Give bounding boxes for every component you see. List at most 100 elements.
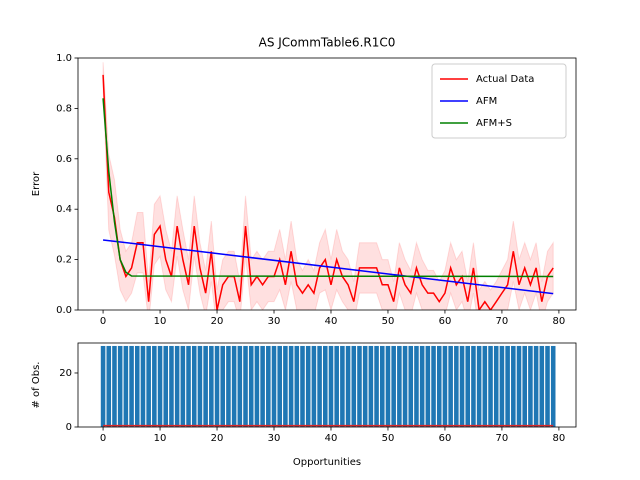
bar — [129, 345, 134, 427]
legend-label: AFM — [476, 96, 497, 107]
bar — [317, 345, 322, 427]
bar — [180, 345, 186, 427]
bar — [488, 345, 493, 427]
bar — [248, 345, 254, 427]
bar — [385, 345, 391, 427]
bar — [408, 345, 414, 427]
line — [102, 74, 554, 310]
bar — [283, 345, 288, 427]
bar — [340, 345, 345, 427]
x-tick-label: 30 — [268, 433, 281, 444]
bar — [465, 345, 471, 427]
bar — [197, 345, 203, 427]
bar — [493, 345, 499, 427]
bar — [471, 345, 476, 427]
bar — [351, 345, 357, 427]
x-tick-label: 20 — [211, 316, 224, 327]
bar — [123, 345, 129, 427]
y-tick-label: 0 — [66, 422, 72, 433]
bar — [357, 345, 362, 427]
bar — [516, 345, 522, 427]
bar — [220, 345, 226, 427]
bar — [459, 345, 465, 427]
bar — [226, 345, 231, 427]
bar — [294, 345, 300, 427]
y-tick-label: 0.6 — [56, 154, 72, 165]
bar — [533, 345, 539, 427]
bar — [243, 345, 248, 427]
bar — [436, 345, 442, 427]
bar — [288, 345, 294, 427]
bar — [528, 345, 533, 427]
bar — [112, 345, 117, 427]
line — [102, 98, 554, 278]
x-tick-label: 60 — [439, 316, 452, 327]
x-tick-label: 10 — [154, 316, 167, 327]
bar — [266, 345, 271, 427]
axes-frame — [77, 57, 577, 311]
bar — [300, 345, 305, 427]
bar — [237, 345, 243, 427]
bar — [214, 345, 220, 427]
x-tick-label: 30 — [268, 316, 281, 327]
x-tick-label: 70 — [496, 433, 509, 444]
bar — [362, 345, 368, 427]
y-tick-label: 20 — [59, 368, 72, 379]
bar — [431, 345, 436, 427]
bar — [476, 345, 482, 427]
bar — [334, 345, 339, 427]
plot-area — [102, 62, 554, 310]
bar — [545, 345, 550, 427]
x-tick-label: 60 — [439, 433, 452, 444]
bar — [169, 345, 174, 427]
bar — [140, 345, 146, 427]
bar — [209, 345, 214, 427]
x-axis-label: Opportunities — [293, 457, 361, 468]
bar — [174, 345, 180, 427]
bar — [414, 345, 419, 427]
bar — [191, 345, 197, 427]
bar — [448, 345, 453, 427]
y-tick-label: 0.4 — [56, 204, 72, 215]
plot-area — [100, 345, 556, 427]
bar — [374, 345, 379, 427]
bar — [550, 345, 556, 427]
x-tick-label: 50 — [382, 316, 395, 327]
bar — [345, 345, 351, 427]
bar — [391, 345, 396, 427]
y-tick-label: 0.2 — [56, 255, 72, 266]
x-tick-label: 0 — [100, 316, 106, 327]
x-tick-label: 10 — [154, 433, 167, 444]
bar — [311, 345, 317, 427]
bar — [106, 345, 112, 427]
legend-box — [431, 63, 567, 139]
bar — [254, 345, 260, 427]
bar — [539, 345, 545, 427]
legend-label: AFM+S — [476, 118, 512, 129]
axes-frame — [77, 342, 577, 428]
bar — [522, 345, 527, 427]
bar — [163, 345, 169, 427]
bar — [511, 345, 516, 427]
line — [102, 239, 554, 295]
bar — [157, 345, 163, 427]
x-tick-label: 70 — [496, 316, 509, 327]
bar — [425, 345, 431, 427]
x-tick-label: 80 — [553, 433, 566, 444]
bar — [277, 345, 282, 427]
bar — [186, 345, 191, 427]
x-tick-label: 80 — [553, 316, 566, 327]
y-tick-label: 1.0 — [56, 53, 72, 64]
bar — [454, 345, 459, 427]
bar — [442, 345, 448, 427]
bar — [499, 345, 505, 427]
bar — [379, 345, 385, 427]
x-tick-label: 40 — [325, 433, 338, 444]
x-tick-label: 0 — [100, 433, 106, 444]
bar — [203, 345, 208, 427]
y-tick-label: 0.8 — [56, 103, 72, 114]
bar — [260, 345, 265, 427]
bar — [231, 345, 237, 427]
x-tick-label: 40 — [325, 316, 338, 327]
